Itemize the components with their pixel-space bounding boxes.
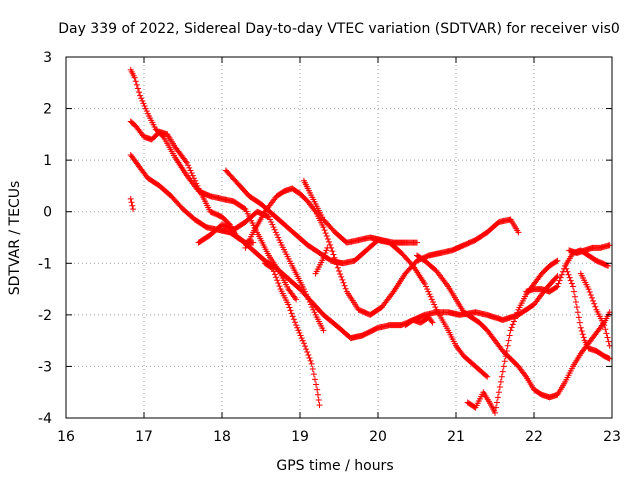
- series-track-f: [222, 167, 491, 380]
- series-track-j: [312, 244, 331, 277]
- x-tick-label: 17: [135, 429, 153, 445]
- series-track-k: [402, 314, 436, 329]
- y-tick-label: 0: [43, 205, 52, 221]
- y-tick-label: -2: [38, 308, 52, 324]
- y-tick-label: 2: [43, 102, 52, 118]
- series-track-g: [242, 185, 522, 318]
- series-markers: [577, 270, 613, 349]
- x-tick-label: 21: [447, 429, 465, 445]
- x-tick-label: 16: [57, 429, 75, 445]
- series-markers: [300, 177, 420, 246]
- x-axis-label: GPS time / hours: [276, 458, 393, 474]
- y-tick-label: 1: [43, 153, 52, 169]
- series-markers: [464, 257, 561, 416]
- series-markers: [127, 195, 137, 213]
- series-markers: [312, 244, 331, 277]
- y-tick-label: -4: [38, 411, 52, 427]
- series-track-d: [127, 195, 137, 213]
- y-tick-label: -1: [38, 256, 52, 272]
- x-tick-label: 18: [213, 429, 231, 445]
- x-tick-label: 20: [369, 429, 387, 445]
- y-tick-label: -3: [38, 359, 52, 375]
- series-markers: [562, 262, 613, 362]
- series-markers: [195, 208, 327, 334]
- series-markers: [402, 314, 436, 329]
- series-track-o: [566, 242, 613, 256]
- chart-title: Day 339 of 2022, Sidereal Day-to-day VTE…: [58, 21, 620, 37]
- series-track-p: [562, 262, 613, 362]
- series-markers: [242, 185, 522, 318]
- data-points: [127, 66, 613, 416]
- series-markers: [566, 242, 613, 256]
- series-track-m: [464, 257, 561, 416]
- x-tick-label: 19: [291, 429, 309, 445]
- series-markers: [261, 260, 323, 409]
- series-track-q: [577, 270, 613, 349]
- series-markers: [222, 167, 491, 380]
- series-track-l: [414, 252, 613, 401]
- x-tick-label: 23: [603, 429, 621, 445]
- x-tick-label: 22: [525, 429, 543, 445]
- plot-frame: [65, 56, 613, 419]
- series-markers: [414, 252, 613, 401]
- series-track-h: [261, 260, 323, 409]
- series-track-e: [195, 208, 327, 334]
- y-tick-label: 3: [43, 50, 52, 66]
- y-axis-label: SDTVAR / TECUs: [7, 181, 23, 296]
- series-track-i: [300, 177, 420, 246]
